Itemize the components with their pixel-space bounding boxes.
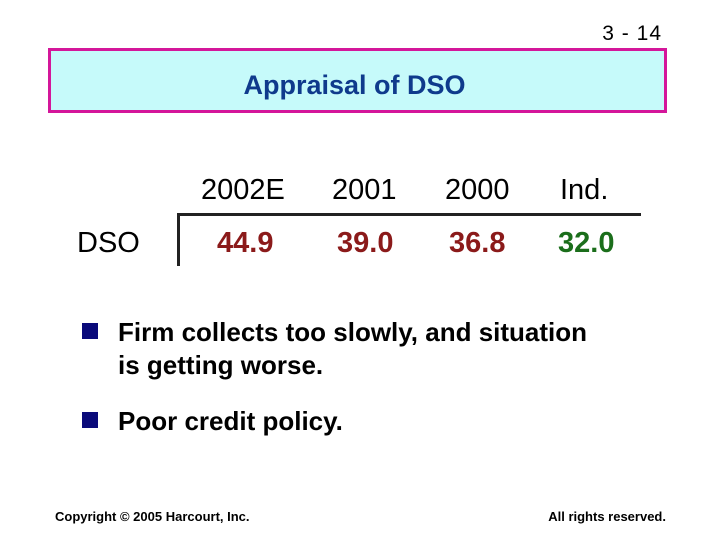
- title-box: Appraisal of DSO: [48, 48, 667, 113]
- column-header-2001: 2001: [332, 174, 397, 206]
- header-divider-line: [177, 213, 641, 216]
- square-bullet-icon: [82, 323, 98, 339]
- bullet-text: Poor credit policy.: [118, 406, 343, 436]
- slide-title: Appraisal of DSO: [243, 70, 466, 100]
- slide-number: 3 - 14: [602, 22, 662, 45]
- value-2002e: 44.9: [217, 227, 274, 259]
- row-label-dso: DSO: [77, 227, 140, 259]
- bullet-item: Firm collects too slowly, and situation …: [82, 316, 598, 382]
- copyright-notice: Copyright © 2005 Harcourt, Inc.: [55, 509, 250, 524]
- value-2001: 39.0: [337, 227, 394, 259]
- column-header-2000: 2000: [445, 174, 510, 206]
- bullet-text: Firm collects too slowly, and situation …: [118, 317, 588, 380]
- square-bullet-icon: [82, 412, 98, 428]
- value-2000: 36.8: [449, 227, 506, 259]
- dso-table: 2002E 2001 2000 Ind. DSO 44.9 39.0 36.8 …: [77, 174, 641, 266]
- column-header-industry: Ind.: [560, 174, 609, 206]
- rights-notice: All rights reserved.: [548, 509, 666, 524]
- bullet-item: Poor credit policy.: [82, 405, 598, 438]
- value-industry: 32.0: [558, 227, 615, 259]
- column-header-2002e: 2002E: [201, 174, 285, 206]
- row-label-divider-line: [177, 216, 180, 266]
